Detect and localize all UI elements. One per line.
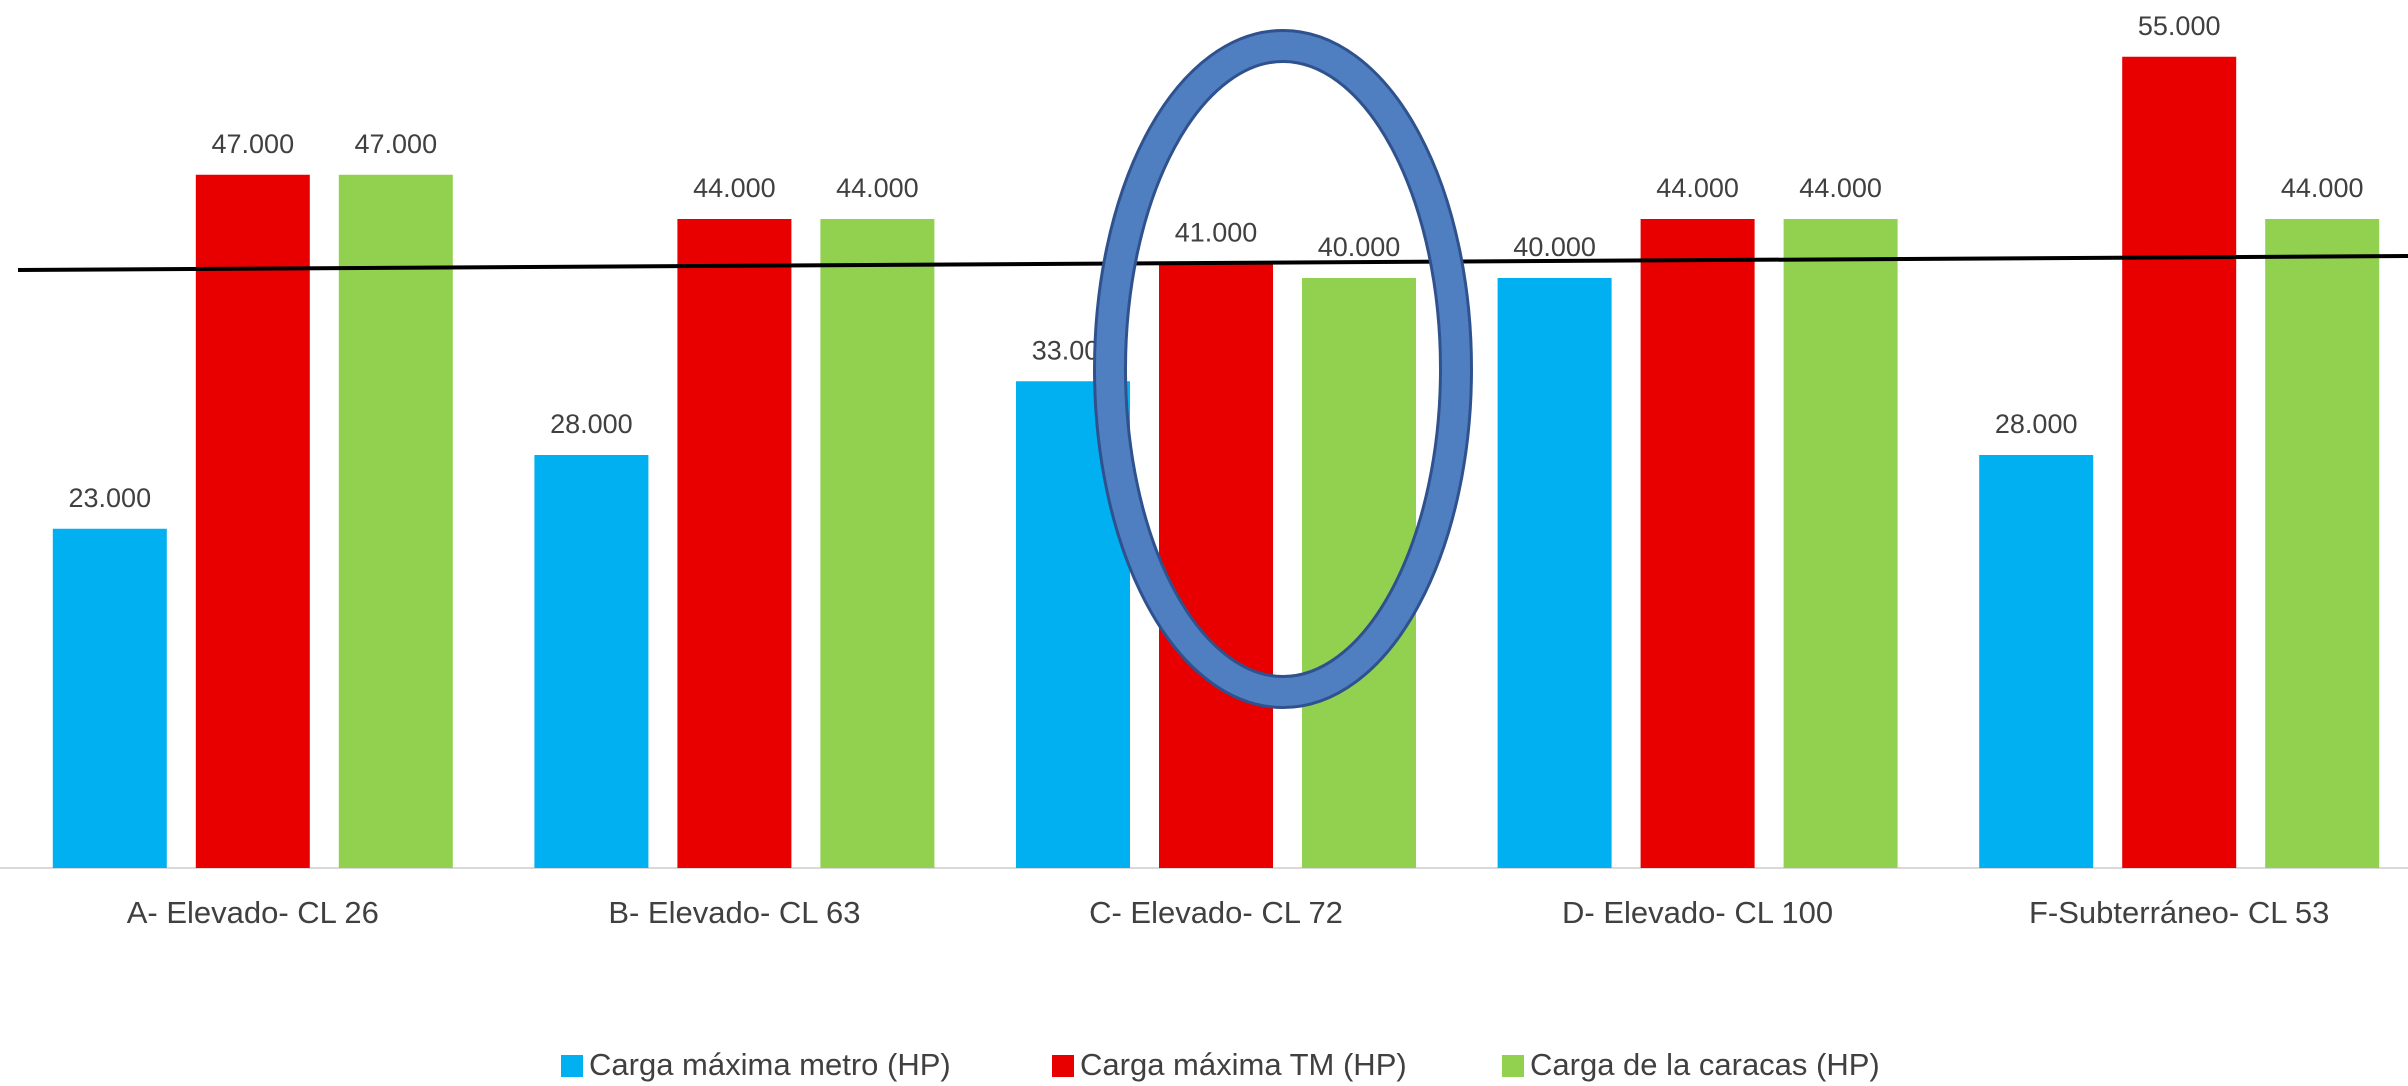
bar [52, 528, 167, 868]
data-label: 44.000 [836, 173, 919, 203]
highlight-ellipse [1096, 32, 1470, 706]
data-label: 44.000 [693, 173, 776, 203]
legend-swatch [1052, 1055, 1074, 1077]
bar [2122, 56, 2237, 868]
data-label: 28.000 [1995, 409, 2078, 439]
data-label: 41.000 [1175, 217, 1258, 247]
x-tick-label: A- Elevado- CL 26 [127, 895, 379, 930]
data-label: 40.000 [1318, 232, 1401, 262]
bar [2265, 219, 2380, 868]
bar [1302, 278, 1416, 868]
legend-label: Carga máxima metro (HP) [589, 1047, 951, 1082]
data-label: 40.000 [1513, 232, 1596, 262]
data-label: 47.000 [355, 129, 438, 159]
legend-swatch [1502, 1055, 1524, 1077]
data-label: 44.000 [2281, 173, 2364, 203]
legend-label: Carga máxima TM (HP) [1080, 1047, 1407, 1082]
bar [1640, 219, 1755, 868]
data-label: 28.000 [550, 409, 633, 439]
bar [1497, 278, 1612, 868]
bar [1159, 263, 1273, 868]
bar [1783, 219, 1898, 868]
annotations [17, 29, 2408, 709]
bar [338, 174, 453, 868]
x-tick-label: D- Elevado- CL 100 [1562, 895, 1833, 930]
bar [677, 219, 792, 868]
bar [1979, 455, 2094, 868]
data-label: 47.000 [212, 129, 295, 159]
data-label: 23.000 [69, 483, 152, 513]
bar [195, 174, 310, 868]
data-label: 44.000 [1799, 173, 1882, 203]
data-label: 44.000 [1656, 173, 1739, 203]
legend-label: Carga de la caracas (HP) [1530, 1047, 1880, 1082]
bar [534, 455, 649, 868]
data-label: 55.000 [2138, 11, 2221, 41]
bar [820, 219, 935, 868]
x-tick-label: F-Subterráneo- CL 53 [2029, 895, 2329, 930]
reference-line [17, 254, 2408, 272]
legend-swatch [561, 1055, 583, 1077]
x-tick-label: C- Elevado- CL 72 [1089, 895, 1343, 930]
x-tick-label: B- Elevado- CL 63 [608, 895, 860, 930]
